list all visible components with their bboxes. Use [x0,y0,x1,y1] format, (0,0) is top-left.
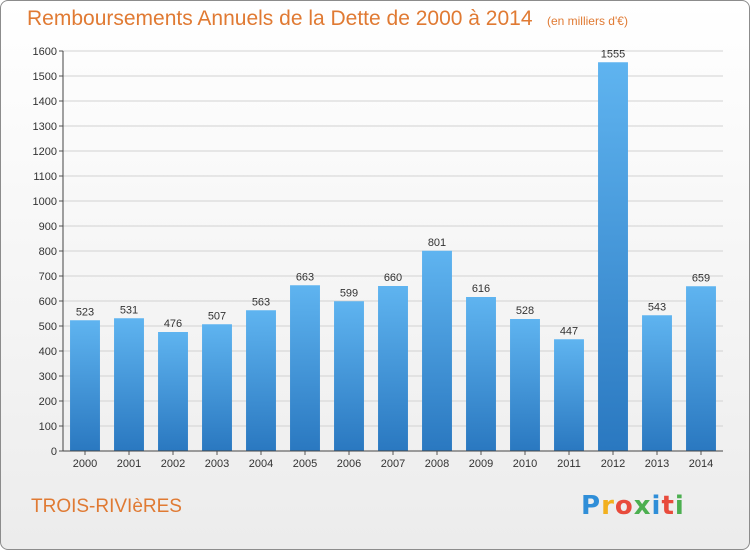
bar-2000 [70,320,100,451]
bar-2012 [598,62,628,451]
x-axis-ticks: 2000 2001 2002 2003 2004 2005 2006 2007 2008 2009… [73,451,713,470]
data-label-2000: 523 [76,306,94,318]
data-label-2012: 1555 [601,48,625,60]
bar-2002 [158,332,188,451]
y-tick-label: 400 [39,346,57,358]
y-tick-label: 1200 [33,146,57,158]
bar-2014 [686,286,716,451]
data-label-2009: 616 [472,283,490,295]
x-tick-label-2005: 2005 [293,458,317,470]
bars [70,62,716,451]
y-tick-label: 1000 [33,196,57,208]
logo-letter: P [581,491,602,521]
data-label-2007: 660 [384,272,402,284]
data-label-2008: 801 [428,237,446,249]
logo-letter: o [614,491,634,521]
y-tick-label: 1300 [33,121,57,133]
x-tick-label-2008: 2008 [425,458,449,470]
bar-2005 [290,285,320,451]
axes [62,51,723,452]
data-label-2010: 528 [516,305,534,317]
bar-2008 [422,250,452,451]
bar-2009 [466,297,496,451]
x-tick-label-2010: 2010 [513,458,537,470]
data-label-2001: 531 [120,304,138,316]
logo-letter: x [633,491,652,521]
chart-title-text: Remboursements Annuels de la Dette de 20… [27,7,533,30]
y-tick-label: 500 [39,321,57,333]
x-tick-label-2001: 2001 [117,458,141,470]
y-tick-label: 100 [39,421,57,433]
proxiti-logo: Proxiti [581,491,685,521]
y-tick-label: 900 [39,221,57,233]
logo-letter: i [651,491,662,521]
bar-2007 [378,286,408,451]
y-tick-label: 1100 [33,171,57,183]
logo-letter: r [601,491,615,521]
y-tick-label: 0 [51,446,57,458]
data-label-2006: 599 [340,287,358,299]
data-label-2014: 659 [692,272,710,284]
x-tick-label-2011: 2011 [557,458,581,470]
y-tick-label: 700 [39,271,57,283]
y-tick-label: 1600 [33,46,57,58]
y-axis-ticks: 0 100 200 300 400 500 600 700 800 900 1000 1100 1200… [33,46,63,458]
logo-letter: i [674,491,685,521]
y-tick-label: 800 [39,246,57,258]
y-tick-label: 600 [39,296,57,308]
x-tick-label-2004: 2004 [249,458,273,470]
data-labels: 523 531 476 507 563 663 599 660 801 616 528 447 1555… [76,48,710,337]
bar-2001 [114,318,144,451]
bar-2010 [510,319,540,451]
data-label-2003: 507 [208,310,226,322]
bar-2003 [202,324,232,451]
x-tick-label-2002: 2002 [161,458,185,470]
city-name: TROIS-RIVIèRES [31,496,182,517]
x-tick-label-2014: 2014 [689,458,713,470]
data-label-2005: 663 [296,271,314,283]
data-label-2013: 543 [648,301,666,313]
data-label-2002: 476 [164,318,182,330]
bar-2011 [554,339,584,451]
x-tick-label-2012: 2012 [601,458,625,470]
data-label-2011: 447 [560,325,578,337]
x-tick-label-2013: 2013 [645,458,669,470]
x-tick-label-2007: 2007 [381,458,405,470]
data-label-2004: 563 [252,296,270,308]
bar-2013 [642,315,672,451]
x-tick-label-2009: 2009 [469,458,493,470]
bar-2004 [246,310,276,451]
y-tick-label: 1400 [33,96,57,108]
x-tick-label-2000: 2000 [73,458,97,470]
x-tick-label-2003: 2003 [205,458,229,470]
chart-title: Remboursements Annuels de la Dette de 20… [27,7,628,31]
logo-letter: t [661,491,675,521]
x-tick-label-2006: 2006 [337,458,361,470]
y-tick-label: 1500 [33,71,57,83]
chart-unit-text: (en milliers d'€) [546,14,628,28]
bar-2006 [334,301,364,451]
y-tick-label: 300 [39,371,57,383]
y-tick-label: 200 [39,396,57,408]
